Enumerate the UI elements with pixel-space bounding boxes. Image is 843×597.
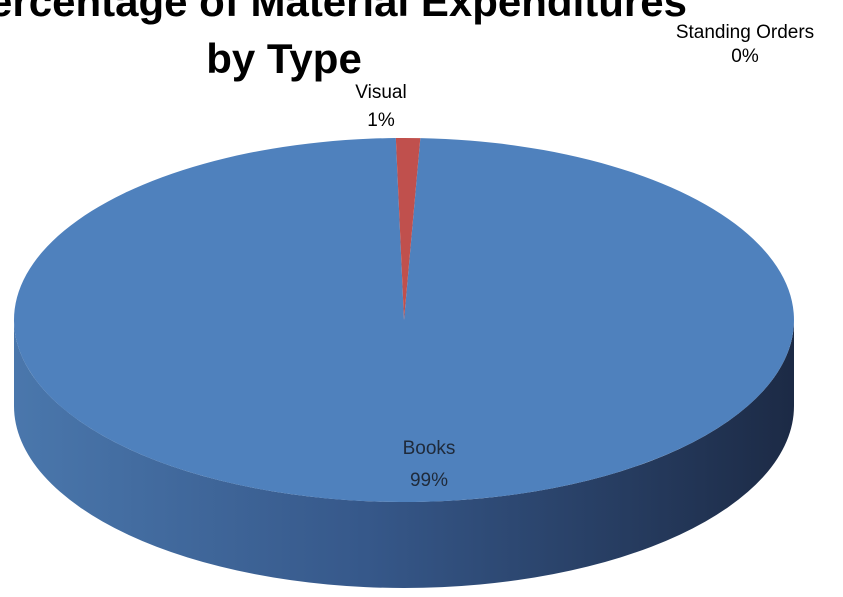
- slice-label-books-name: Books: [403, 438, 456, 459]
- slice-label-books-percent: 99%: [410, 470, 448, 491]
- pie-slice-visual: [395, 138, 421, 320]
- pie-slice-books: [13, 138, 794, 503]
- pie-side-wall: [14, 320, 794, 588]
- slice-label-standing-orders-name: Standing Orders: [676, 22, 814, 43]
- slice-label-visual-percent: 1%: [367, 110, 395, 131]
- chart-title-line-1: Percentage of Material Expenditures: [0, 0, 687, 25]
- slice-label-standing-orders-percent: 0%: [731, 46, 759, 67]
- slice-label-visual-name: Visual: [355, 82, 406, 103]
- chart-title-line-2: by Type: [206, 35, 362, 82]
